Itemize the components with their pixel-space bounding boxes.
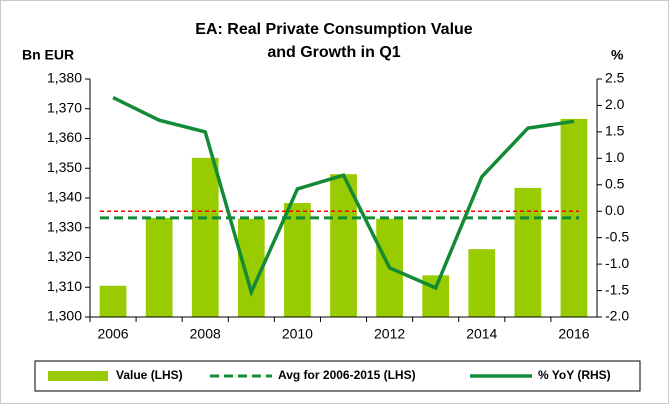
y-tick-label: 1,350 <box>47 159 82 175</box>
x-tick-label: 2016 <box>558 326 589 342</box>
y2-tick-label: -2.0 <box>605 308 629 324</box>
bar <box>284 203 311 317</box>
bar <box>330 174 357 317</box>
y-tick-label: 1,370 <box>47 99 82 115</box>
y-tick-label: 1,380 <box>47 70 82 86</box>
y2-tick-label: 0.5 <box>605 175 625 191</box>
bar <box>237 218 265 317</box>
x-tick-label: 2006 <box>97 326 128 342</box>
x-tick-label: 2008 <box>190 326 221 342</box>
bar <box>191 157 219 317</box>
y2-tick-label: 2.5 <box>605 70 625 86</box>
legend-swatch <box>48 371 108 381</box>
chart-title: EA: Real Private Consumption Value <box>195 21 473 38</box>
y-tick-label: 1,360 <box>47 129 82 145</box>
bar <box>99 285 127 317</box>
y-tick-label: 1,320 <box>47 248 82 264</box>
y2-tick-label: -0.5 <box>605 228 629 244</box>
y-axis-label: Bn EUR <box>22 47 74 63</box>
x-tick-label: 2014 <box>466 326 497 342</box>
y2-tick-label: 1.0 <box>605 149 625 165</box>
y2-tick-label: 1.5 <box>605 123 625 139</box>
x-tick-label: 2012 <box>374 326 405 342</box>
y-tick-label: 1,340 <box>47 189 82 205</box>
chart-title: and Growth in Q1 <box>267 44 400 61</box>
x-tick-label: 2010 <box>282 326 313 342</box>
bar <box>514 187 542 317</box>
y-tick-label: 1,310 <box>47 278 82 294</box>
y-tick-label: 1,330 <box>47 218 82 234</box>
y2-tick-label: -1.5 <box>605 281 629 297</box>
y2-tick-label: 0.0 <box>605 202 625 218</box>
bar <box>145 217 173 317</box>
yoy-line <box>112 95 575 298</box>
y2-axis-label: % <box>611 47 624 63</box>
legend-box <box>34 360 641 392</box>
y2-tick-label: 2.0 <box>605 96 625 112</box>
bar <box>468 249 496 317</box>
legend-label: Value (LHS) <box>116 368 183 382</box>
y-tick-label: 1,300 <box>47 308 82 324</box>
legend-label: Avg for 2006-2015 (LHS) <box>278 368 416 382</box>
bar <box>422 275 450 317</box>
legend-label: % YoY (RHS) <box>538 368 611 382</box>
y2-tick-label: -1.0 <box>605 255 629 271</box>
